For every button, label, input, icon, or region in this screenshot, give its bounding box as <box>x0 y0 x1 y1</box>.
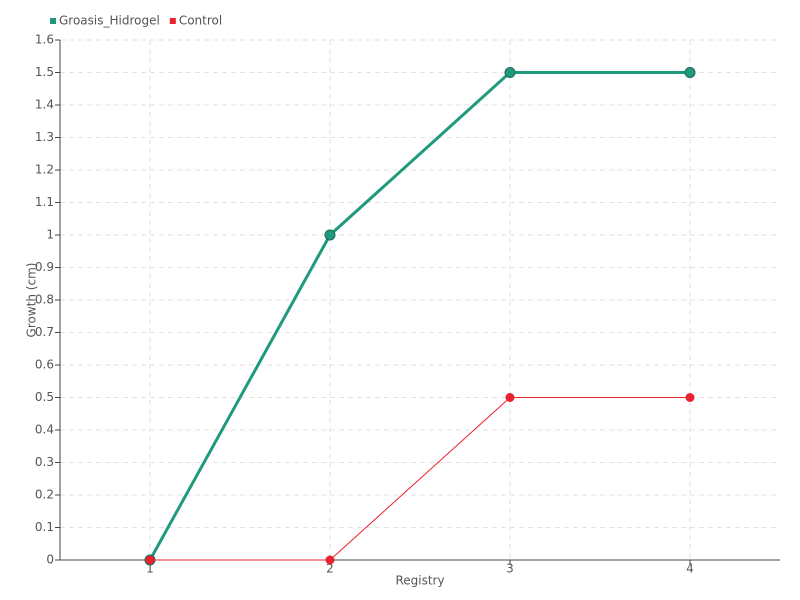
y-tick-label: 1.3 <box>35 130 54 144</box>
y-tick-label: 0.7 <box>35 325 54 339</box>
data-point <box>325 555 335 565</box>
y-tick-label: 1.4 <box>35 98 54 112</box>
data-point <box>145 555 155 565</box>
x-tick-label: 1 <box>146 562 154 576</box>
data-point <box>505 393 515 402</box>
y-tick-label: 0.6 <box>35 358 54 372</box>
y-tick-label: 0 <box>46 553 54 567</box>
legend-swatch <box>169 18 176 24</box>
y-tick-label: 0.8 <box>35 293 54 307</box>
y-tick-label: 1.5 <box>35 65 54 79</box>
y-tick-label: 1.1 <box>35 195 54 209</box>
data-point <box>324 229 336 241</box>
legend-swatch <box>50 18 56 24</box>
legend-label: Control <box>179 14 222 28</box>
y-tick-label: 0.2 <box>35 488 54 502</box>
legend-label: Groasis_Hidrogel <box>59 14 160 28</box>
x-tick-label: 2 <box>326 562 334 576</box>
data-point <box>684 67 696 78</box>
series-line <box>150 397 690 561</box>
y-tick-label: 0.3 <box>35 455 54 469</box>
x-tick-label: 4 <box>686 562 694 576</box>
data-point <box>504 67 516 78</box>
y-tick-label: 0.4 <box>35 423 54 437</box>
x-tick-label: 3 <box>506 562 514 576</box>
y-axis-label: Growth (cm) <box>25 263 39 338</box>
y-tick-label: 0.1 <box>35 520 54 534</box>
x-axis-label: Registry <box>395 574 444 588</box>
y-tick-label: 1 <box>46 228 54 242</box>
data-point <box>685 393 695 402</box>
y-tick-label: 0.9 <box>35 260 54 274</box>
y-tick-label: 1.6 <box>35 33 54 47</box>
y-tick-label: 0.5 <box>35 390 54 404</box>
y-tick-label: 1.2 <box>35 163 54 177</box>
series-line <box>148 71 690 561</box>
